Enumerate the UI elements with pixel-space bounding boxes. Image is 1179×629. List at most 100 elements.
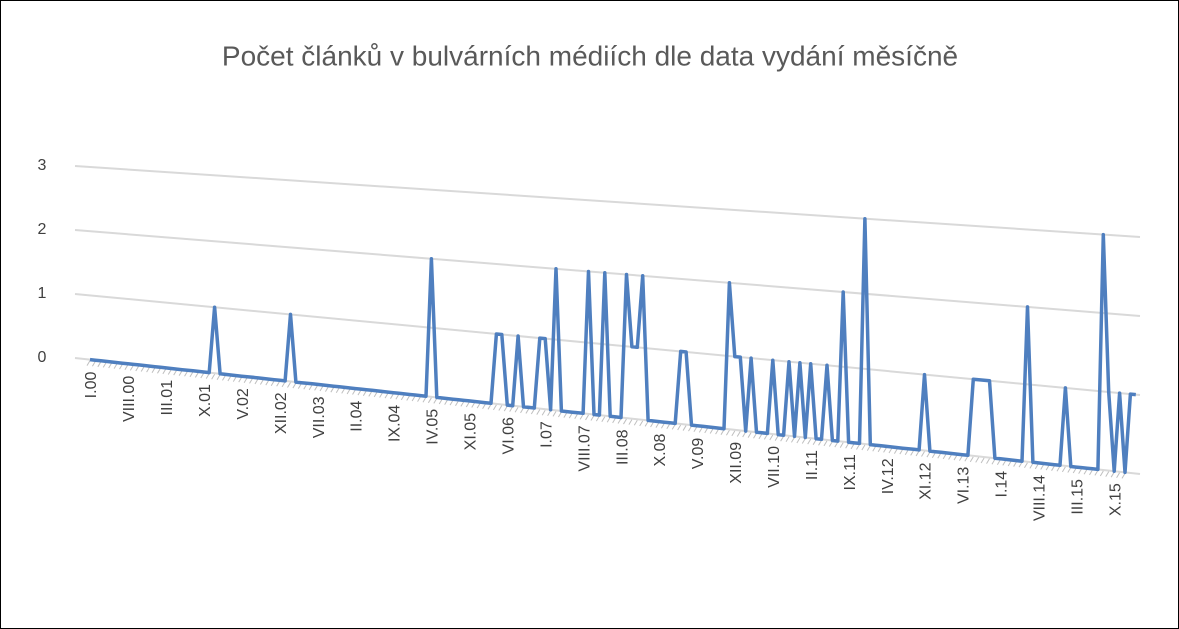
x-tick: [314, 385, 319, 391]
x-tick: [953, 454, 958, 461]
x-tick: [883, 447, 887, 453]
x-tick: [368, 391, 373, 397]
grid-line: [74, 165, 1141, 238]
x-tick: [97, 361, 102, 368]
x-tick: [715, 428, 720, 435]
x-tick: [660, 422, 665, 429]
x-tick: [1083, 468, 1088, 475]
x-tick: [259, 379, 264, 385]
x-tick-label: I.07: [538, 421, 555, 448]
x-tick: [731, 430, 736, 437]
x-tick: [189, 371, 194, 378]
x-tick: [839, 442, 844, 448]
x-tick-label: VIII.07: [576, 425, 593, 471]
x-tick: [774, 435, 779, 441]
x-tick: [254, 378, 259, 385]
x-tick: [341, 388, 346, 394]
x-tick: [628, 419, 633, 425]
x-tick: [877, 446, 882, 453]
x-tick: [595, 415, 600, 422]
x-tick-label: VII.03: [311, 396, 328, 438]
x-tick: [893, 448, 898, 454]
x-tick: [574, 413, 579, 420]
x-tick: [1099, 470, 1104, 477]
y-tick-label: 1: [38, 285, 47, 302]
x-tick-label: V.02: [235, 388, 252, 420]
x-tick: [585, 414, 589, 421]
x-tick: [736, 431, 741, 437]
x-tick: [704, 427, 709, 434]
x-tick: [845, 443, 850, 449]
x-tick: [1013, 461, 1018, 467]
x-tick: [644, 421, 649, 427]
x-tick: [308, 384, 313, 391]
x-tick: [866, 445, 871, 451]
x-tick: [379, 392, 384, 398]
x-tick-label: VII.10: [766, 446, 783, 488]
x-tick: [455, 400, 459, 407]
x-tick: [823, 440, 828, 447]
x-tick-label: I.00: [83, 372, 100, 399]
x-tick: [346, 388, 351, 395]
x-tick: [292, 382, 297, 389]
x-tick: [184, 371, 188, 377]
x-tick: [910, 450, 915, 456]
x-tick-label: IX.11: [842, 454, 859, 490]
x-tick: [487, 404, 492, 410]
x-tick: [547, 410, 552, 417]
x-tick: [140, 366, 145, 372]
x-tick: [921, 451, 925, 457]
x-tick: [720, 429, 725, 435]
x-tick: [693, 426, 698, 432]
x-tick: [265, 379, 270, 386]
x-tick: [102, 362, 107, 368]
x-tick: [1040, 464, 1045, 470]
x-tick: [319, 385, 324, 392]
x-tick: [623, 418, 627, 425]
x-tick: [411, 395, 416, 402]
x-tick-label: XII.02: [273, 392, 290, 434]
x-tick: [931, 452, 936, 458]
x-tick: [725, 430, 730, 436]
x-tick: [996, 459, 1001, 466]
x-tick: [357, 389, 362, 396]
x-tick: [1051, 465, 1055, 471]
x-tick: [525, 408, 530, 414]
x-tick: [281, 381, 286, 388]
x-tick: [709, 428, 714, 434]
x-tick: [601, 416, 606, 422]
x-tick: [129, 365, 134, 371]
x-tick-label: VIII.00: [121, 376, 138, 422]
x-tick: [1110, 471, 1115, 478]
x-tick: [427, 397, 432, 404]
x-tick: [124, 364, 129, 371]
x-tick: [541, 409, 546, 416]
x-tick: [238, 376, 243, 383]
x-tick: [650, 421, 654, 428]
x-tick: [959, 455, 963, 461]
x-tick: [232, 376, 237, 382]
x-tick: [1018, 461, 1023, 468]
x-tick: [671, 424, 676, 430]
x-tick-label: II.04: [349, 400, 366, 431]
x-tick: [975, 457, 980, 463]
x-tick: [384, 392, 389, 399]
x-tick: [888, 447, 893, 454]
x-tick-label: III.01: [159, 380, 176, 416]
x-tick: [1045, 464, 1050, 471]
x-tick: [612, 417, 617, 424]
x-tick: [758, 433, 763, 440]
x-tick: [335, 387, 340, 394]
x-tick: [568, 412, 573, 419]
x-tick-label: VI.13: [956, 467, 973, 504]
x-tick: [471, 402, 476, 408]
x-tick: [243, 377, 248, 384]
x-tick: [482, 403, 487, 409]
x-tick: [590, 415, 595, 421]
x-tick: [980, 457, 985, 464]
x-tick: [655, 422, 660, 428]
x-tick: [400, 394, 405, 401]
x-tick: [449, 399, 454, 406]
x-tick-label: XI.05: [463, 413, 480, 450]
x-tick: [205, 373, 210, 379]
